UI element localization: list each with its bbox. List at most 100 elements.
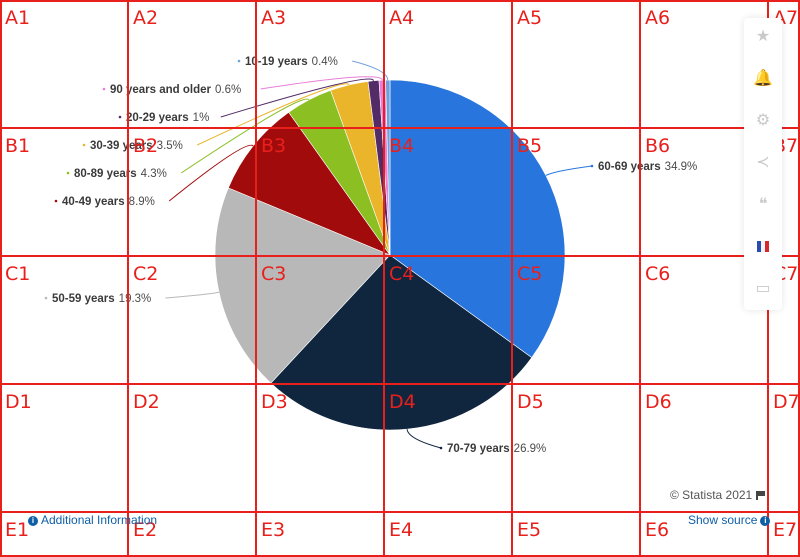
legend-bullet <box>237 59 241 63</box>
data-label: 10-19 years 0.4% <box>245 56 338 68</box>
data-label: 60-69 years 34.9% <box>598 161 697 173</box>
grid-cell-label: A1 <box>5 7 30 29</box>
grid-cell-label: E5 <box>517 519 541 541</box>
flag-fr-icon[interactable] <box>744 230 782 262</box>
grid-cell-label: A2 <box>133 7 158 29</box>
leader-line <box>196 83 350 146</box>
info-icon: i <box>760 516 771 526</box>
grid-cell-label: D5 <box>517 391 544 413</box>
data-label-category: 60-69 years <box>598 161 661 173</box>
pie-slice-10-19-years[interactable] <box>385 79 391 256</box>
leader-line <box>352 60 389 81</box>
data-label-category: 20-29 years <box>126 112 189 124</box>
leader-line <box>545 165 593 176</box>
legend-bullet <box>118 115 122 119</box>
data-label-value: 3.5% <box>157 140 183 152</box>
grid-cell-label: C5 <box>517 263 542 285</box>
data-label-category: 80-89 years <box>74 168 137 180</box>
grid-cell-label: C4 <box>389 263 414 285</box>
grid-cell-label: C1 <box>5 263 30 285</box>
statista-credit: © Statista 2021 <box>670 488 766 502</box>
grid-cell-label: B2 <box>133 135 158 157</box>
data-label: 50-59 years 19.3% <box>52 293 151 305</box>
chart-toolbar: ★ 🔔 ⚙ ≺ ❝ ▭ <box>744 18 782 310</box>
data-labels: 60-69 years 34.9% 70-79 years 26.9% 50-59 ye… <box>44 56 697 455</box>
grid-cell-label: C2 <box>133 263 158 285</box>
pie-slices <box>214 79 566 431</box>
grid-cell-label: B5 <box>517 135 542 157</box>
data-label-category: 10-19 years <box>245 56 308 68</box>
show-source-link[interactable]: Show source i <box>688 513 771 527</box>
data-label-category: 90 years and older <box>110 84 212 96</box>
grid-cell-label: B6 <box>645 135 670 157</box>
grid-cell-label: C6 <box>645 263 670 285</box>
data-label-value: 19.3% <box>119 293 152 305</box>
legend-bullet <box>54 199 58 203</box>
data-label-value: 0.4% <box>312 56 338 68</box>
grid-cell-label: A4 <box>389 7 414 29</box>
grid-cell-label: B4 <box>389 135 414 157</box>
legend-bullet <box>66 171 70 175</box>
share-icon[interactable]: ≺ <box>756 154 770 171</box>
data-label: 70-79 years 26.9% <box>447 443 546 455</box>
data-label: 90 years and older 0.6% <box>110 84 241 96</box>
data-label: 20-29 years 1% <box>126 112 209 124</box>
info-icon: i <box>28 516 38 526</box>
data-label: 40-49 years 8.9% <box>62 196 155 208</box>
leader-line <box>260 76 383 90</box>
data-label: 80-89 years 4.3% <box>74 168 167 180</box>
gear-icon[interactable]: ⚙ <box>755 112 771 129</box>
grid-cell-label: E7 <box>773 519 797 541</box>
grid-cell-label: E2 <box>133 519 157 541</box>
grid-cell-label: B1 <box>5 135 30 157</box>
legend-bullet <box>590 164 594 168</box>
leader-line <box>220 78 374 118</box>
leader-lines <box>165 60 593 449</box>
data-label-category: 50-59 years <box>52 293 115 305</box>
data-label: 30-39 years 3.5% <box>90 140 183 152</box>
grid-cell-label: D3 <box>261 391 288 413</box>
leader-line <box>165 291 220 299</box>
leader-line <box>168 144 254 202</box>
legend-bullet <box>44 296 48 300</box>
bell-icon[interactable]: 🔔 <box>753 70 773 87</box>
data-label-value: 4.3% <box>141 168 167 180</box>
legend-bullet <box>439 446 443 450</box>
pie-slice-60-69-years[interactable] <box>389 79 566 359</box>
data-label-category: 70-79 years <box>447 443 510 455</box>
show-source-label: Show source <box>688 513 758 527</box>
data-label-value: 0.6% <box>215 84 241 96</box>
report-flag-icon[interactable] <box>756 491 766 500</box>
legend-bullet <box>102 87 106 91</box>
leader-line <box>406 429 442 449</box>
grid-cell-label: B3 <box>261 135 286 157</box>
data-label-value: 34.9% <box>665 161 698 173</box>
data-label-value: 8.9% <box>129 196 155 208</box>
grid-cell-label: E1 <box>5 519 29 541</box>
quote-icon[interactable]: ❝ <box>758 196 768 213</box>
data-label-category: 30-39 years <box>90 140 153 152</box>
credit-text: © Statista 2021 <box>670 488 753 502</box>
grid-cell-label: D2 <box>133 391 160 413</box>
additional-information-link[interactable]: i Additional Information <box>28 513 157 527</box>
grid-cell-label: A3 <box>261 7 286 29</box>
grid-cell-label: D7 <box>773 391 800 413</box>
legend-bullet <box>82 143 86 147</box>
grid-cell-label: D1 <box>5 391 32 413</box>
grid-cell-label: A5 <box>517 7 542 29</box>
grid-cell-label: E3 <box>261 519 285 541</box>
grid-cell-label: E6 <box>645 519 669 541</box>
leader-line <box>180 98 310 174</box>
print-icon[interactable]: ▭ <box>755 280 771 297</box>
grid-cell-label: D6 <box>645 391 672 413</box>
star-icon[interactable]: ★ <box>755 28 771 45</box>
grid-cell-label: A6 <box>645 7 670 29</box>
data-label-category: 40-49 years <box>62 196 125 208</box>
grid-cell-label: D4 <box>389 391 416 413</box>
pie-slice-40-49-years[interactable] <box>227 111 391 256</box>
data-label-value: 1% <box>193 112 210 124</box>
additional-information-label: Additional Information <box>41 513 158 527</box>
